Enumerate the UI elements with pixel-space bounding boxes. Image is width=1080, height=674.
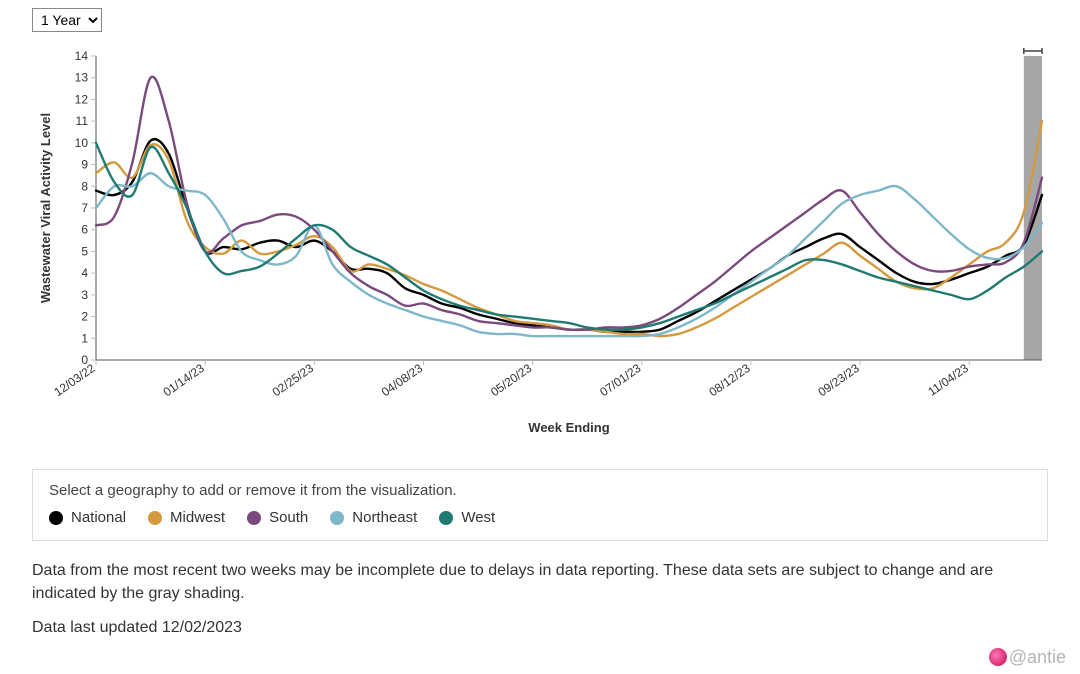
legend-label: West: [461, 509, 495, 526]
svg-text:14: 14: [75, 49, 89, 63]
weibo-icon: [989, 648, 1007, 666]
legend-label: Northeast: [352, 509, 417, 526]
svg-text:1: 1: [81, 331, 88, 345]
legend-panel: Select a geography to add or remove it f…: [32, 469, 1048, 541]
svg-text:Week Ending: Week Ending: [528, 420, 609, 435]
chart-svg: 0123456789101112131412/03/2201/14/2302/2…: [32, 44, 1048, 444]
legend-item-national[interactable]: National: [49, 509, 126, 526]
legend-swatch: [439, 511, 453, 525]
legend-swatch: [247, 511, 261, 525]
legend-swatch: [148, 511, 162, 525]
svg-text:8: 8: [81, 179, 88, 193]
line-chart: 0123456789101112131412/03/2201/14/2302/2…: [32, 44, 1048, 449]
legend-item-midwest[interactable]: Midwest: [148, 509, 225, 526]
legend-label: South: [269, 509, 308, 526]
legend-item-west[interactable]: West: [439, 509, 495, 526]
svg-text:4: 4: [81, 266, 88, 280]
svg-text:3: 3: [81, 288, 88, 302]
series-west: [96, 143, 1042, 330]
incomplete-bracket: [1024, 48, 1042, 54]
legend-swatch: [49, 511, 63, 525]
series-national: [96, 139, 1042, 332]
svg-text:7: 7: [81, 201, 88, 215]
watermark: @antie: [989, 647, 1066, 668]
legend-item-south[interactable]: South: [247, 509, 308, 526]
svg-text:01/14/23: 01/14/23: [161, 361, 208, 399]
legend-label: National: [71, 509, 126, 526]
legend-swatch: [330, 511, 344, 525]
svg-text:04/08/23: 04/08/23: [379, 361, 426, 399]
svg-text:09/23/23: 09/23/23: [815, 361, 862, 399]
svg-text:2: 2: [81, 310, 88, 324]
svg-text:9: 9: [81, 158, 88, 172]
legend-label: Midwest: [170, 509, 225, 526]
time-range-select[interactable]: 1 Year: [32, 8, 102, 32]
svg-text:6: 6: [81, 223, 88, 237]
svg-text:10: 10: [75, 136, 89, 150]
svg-text:07/01/23: 07/01/23: [597, 361, 644, 399]
svg-text:13: 13: [75, 71, 89, 85]
svg-text:11/04/23: 11/04/23: [925, 361, 971, 399]
svg-text:12/03/22: 12/03/22: [51, 361, 98, 399]
svg-text:02/25/23: 02/25/23: [270, 361, 317, 399]
incomplete-band: [1024, 56, 1042, 360]
svg-text:12: 12: [75, 92, 89, 106]
legend-item-northeast[interactable]: Northeast: [330, 509, 417, 526]
svg-text:11: 11: [76, 114, 89, 128]
last-updated-text: Data last updated 12/02/2023: [32, 619, 1048, 637]
svg-text:5: 5: [81, 244, 88, 258]
svg-text:05/20/23: 05/20/23: [488, 361, 535, 399]
svg-text:08/12/23: 08/12/23: [706, 361, 753, 399]
legend-instruction: Select a geography to add or remove it f…: [49, 482, 1031, 499]
svg-text:Wastewater Viral Activity Leve: Wastewater Viral Activity Level: [38, 113, 53, 303]
footnote-text: Data from the most recent two weeks may …: [32, 559, 1048, 605]
series-south: [96, 77, 1042, 330]
